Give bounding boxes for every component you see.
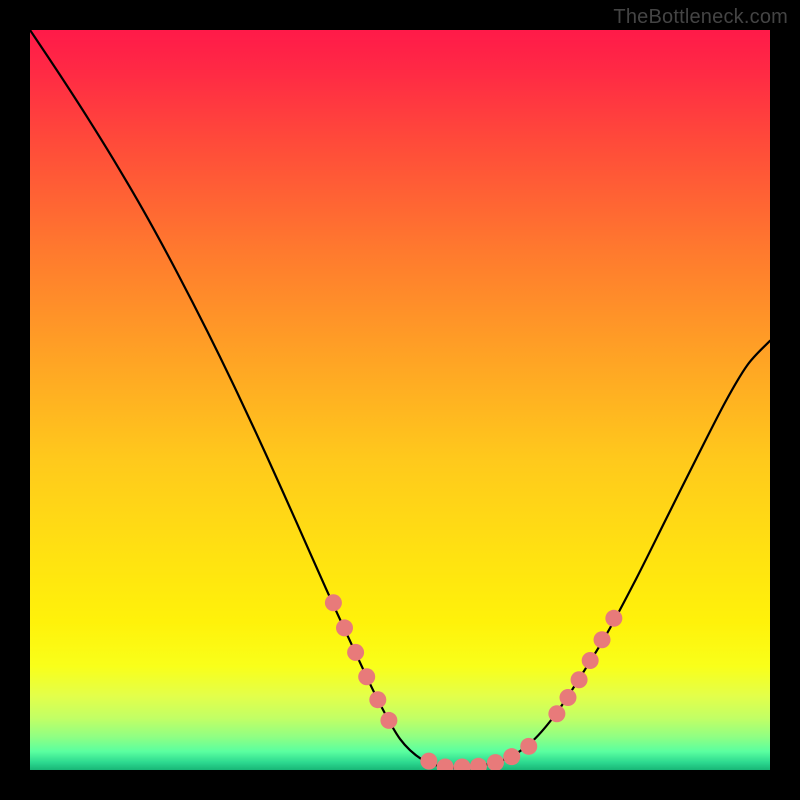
marker-dot — [470, 758, 487, 770]
marker-dot — [325, 594, 342, 611]
marker-dot — [336, 619, 353, 636]
marker-dot — [487, 754, 504, 770]
marker-dot — [380, 712, 397, 729]
watermark-text: TheBottleneck.com — [613, 6, 788, 29]
marker-dot — [520, 738, 537, 755]
marker-dot — [582, 652, 599, 669]
marker-dot — [437, 759, 454, 770]
plot-area — [30, 30, 770, 770]
marker-dot — [571, 671, 588, 688]
marker-dot — [454, 759, 471, 770]
marker-dot — [559, 689, 576, 706]
marker-dot — [503, 748, 520, 765]
marker-dot — [420, 753, 437, 770]
marker-dot — [358, 668, 375, 685]
bottleneck-curve — [30, 30, 770, 768]
marker-dot — [369, 691, 386, 708]
curve-layer — [30, 30, 770, 770]
chart-container: TheBottleneck.com — [0, 0, 800, 800]
marker-dot — [605, 610, 622, 627]
marker-group — [325, 594, 622, 770]
marker-dot — [594, 631, 611, 648]
marker-dot — [347, 644, 364, 661]
marker-dot — [548, 705, 565, 722]
